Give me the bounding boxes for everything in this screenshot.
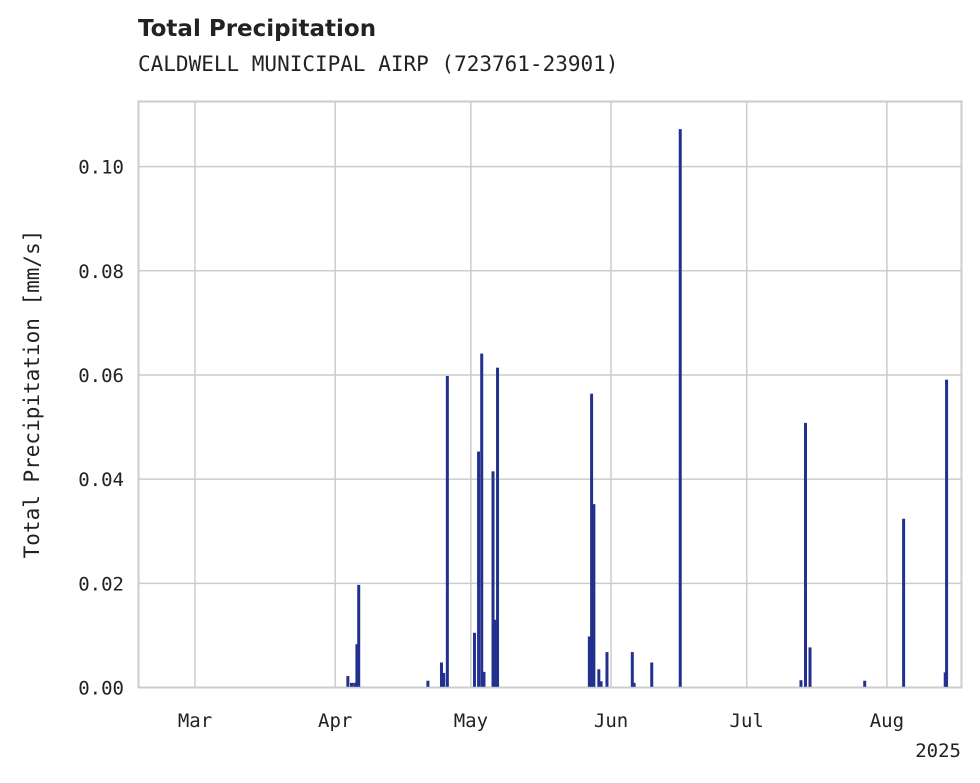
- precipitation-bar: [599, 681, 603, 687]
- precipitation-bar: [678, 129, 682, 687]
- precipitation-bar: [349, 682, 353, 687]
- x-tick-label: Apr: [318, 710, 352, 732]
- y-axis-label: Total Precipitation [mm/s]: [20, 230, 44, 559]
- chart-subtitle: CALDWELL MUNICIPAL AIRP (723761-23901): [138, 52, 619, 76]
- plot-frame: [137, 100, 963, 689]
- precipitation-bar: [799, 680, 803, 687]
- x-tick-label: Jun: [594, 710, 628, 732]
- x-axis-ticks: Mar Apr May Jun Jul Aug: [178, 710, 904, 732]
- x-tick-label: Mar: [178, 710, 212, 732]
- precipitation-bar: [477, 451, 481, 687]
- y-axis-ticks: 0.00 0.02 0.04 0.06 0.08 0.10: [78, 157, 124, 700]
- bars: [346, 129, 949, 687]
- x-axis-year-label: 2025: [915, 740, 961, 762]
- precipitation-bar: [355, 644, 359, 687]
- precipitation-bar: [945, 379, 949, 687]
- precipitation-bar: [493, 619, 497, 687]
- precipitation-bar: [592, 504, 596, 687]
- precipitation-bar: [346, 676, 350, 687]
- precipitation-bar: [597, 669, 601, 687]
- y-tick-label: 0.04: [78, 469, 124, 491]
- precipitation-bar: [482, 671, 486, 687]
- x-tick-label: Jul: [730, 710, 764, 732]
- precipitation-bar: [587, 636, 591, 687]
- precipitation-bar: [442, 672, 446, 687]
- precipitation-bar: [353, 682, 357, 687]
- precipitation-bar: [808, 647, 812, 687]
- precipitation-bar: [426, 680, 430, 687]
- precipitation-bar: [650, 662, 654, 687]
- precipitation-bar: [496, 367, 500, 687]
- precipitation-bar: [472, 632, 476, 687]
- y-tick-label: 0.02: [78, 573, 124, 595]
- grid: [138, 101, 962, 688]
- y-tick-label: 0.10: [78, 157, 124, 179]
- x-tick-label: May: [454, 710, 488, 732]
- precipitation-bar: [605, 652, 609, 687]
- precipitation-bar: [357, 584, 361, 687]
- y-tick-label: 0.00: [78, 678, 124, 700]
- chart-title: Total Precipitation: [138, 16, 377, 42]
- precipitation-bar: [803, 422, 807, 687]
- precipitation-bar: [902, 518, 906, 687]
- precipitation-bar: [632, 682, 636, 687]
- precipitation-bar: [491, 471, 495, 687]
- x-tick-label: Aug: [870, 710, 904, 732]
- precipitation-bar: [439, 662, 443, 687]
- precipitation-bar: [480, 353, 484, 687]
- precipitation-bar: [630, 652, 634, 687]
- y-tick-label: 0.08: [78, 261, 124, 283]
- precipitation-bar: [590, 393, 594, 687]
- precipitation-bar: [863, 680, 867, 687]
- precipitation-bar: [445, 376, 449, 687]
- y-tick-label: 0.06: [78, 365, 124, 387]
